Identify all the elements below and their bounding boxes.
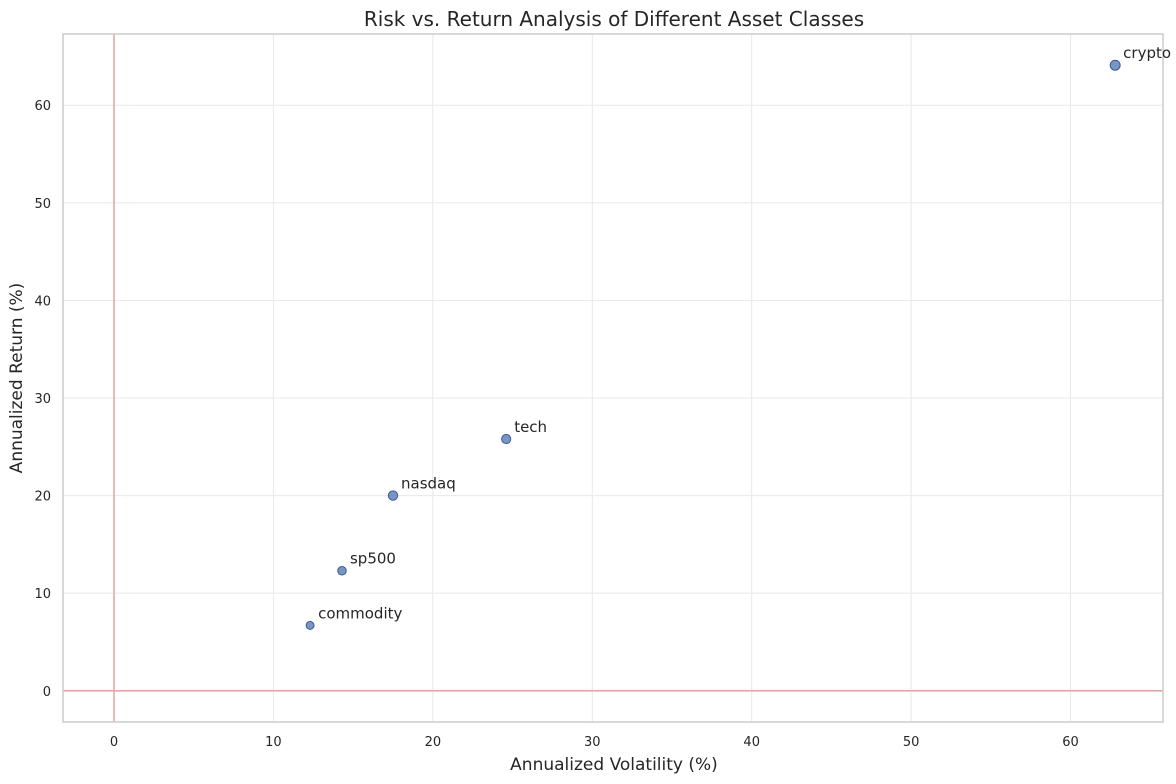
y-tick-label: 10 <box>34 587 51 602</box>
point-label-nasdaq: nasdaq <box>401 475 456 493</box>
point-label-crypto: crypto <box>1123 44 1171 62</box>
y-axis-label: Annualized Return (%) <box>7 283 27 474</box>
y-tick-label: 0 <box>43 685 51 700</box>
point-sp500 <box>337 565 347 576</box>
point-label-commodity: commodity <box>318 604 402 622</box>
x-tick-label: 10 <box>265 735 282 750</box>
y-tick-labels: 0 10 20 30 40 50 60 <box>34 99 51 700</box>
y-tick-label: 40 <box>34 294 51 309</box>
y-tick-label: 20 <box>34 490 51 505</box>
x-tick-label: 40 <box>743 735 760 750</box>
x-tick-label: 60 <box>1062 735 1079 750</box>
point-nasdaq <box>387 490 399 501</box>
x-tick-labels: 0 10 20 30 40 50 60 <box>110 735 1079 750</box>
data-points <box>305 59 1121 630</box>
y-tick-label: 30 <box>34 392 51 407</box>
x-tick-label: 30 <box>584 735 601 750</box>
chart-title: Risk vs. Return Analysis of Different As… <box>364 7 864 31</box>
point-label-tech: tech <box>514 418 547 436</box>
point-label-sp500: sp500 <box>350 550 396 568</box>
point-commodity <box>305 620 315 630</box>
x-tick-label: 20 <box>425 735 442 750</box>
reference-lines <box>63 34 1163 722</box>
x-tick-label: 0 <box>110 735 118 750</box>
x-axis-label: Annualized Volatility (%) <box>510 755 718 775</box>
x-tick-label: 50 <box>903 735 920 750</box>
point-crypto <box>1109 59 1121 71</box>
grid <box>63 34 1163 722</box>
point-tech <box>501 433 512 445</box>
y-tick-label: 60 <box>34 99 51 114</box>
plot-frame <box>62 33 1164 723</box>
y-tick-label: 50 <box>34 197 51 212</box>
point-labels: crypto tech nasdaq sp500 commodity <box>318 44 1171 622</box>
